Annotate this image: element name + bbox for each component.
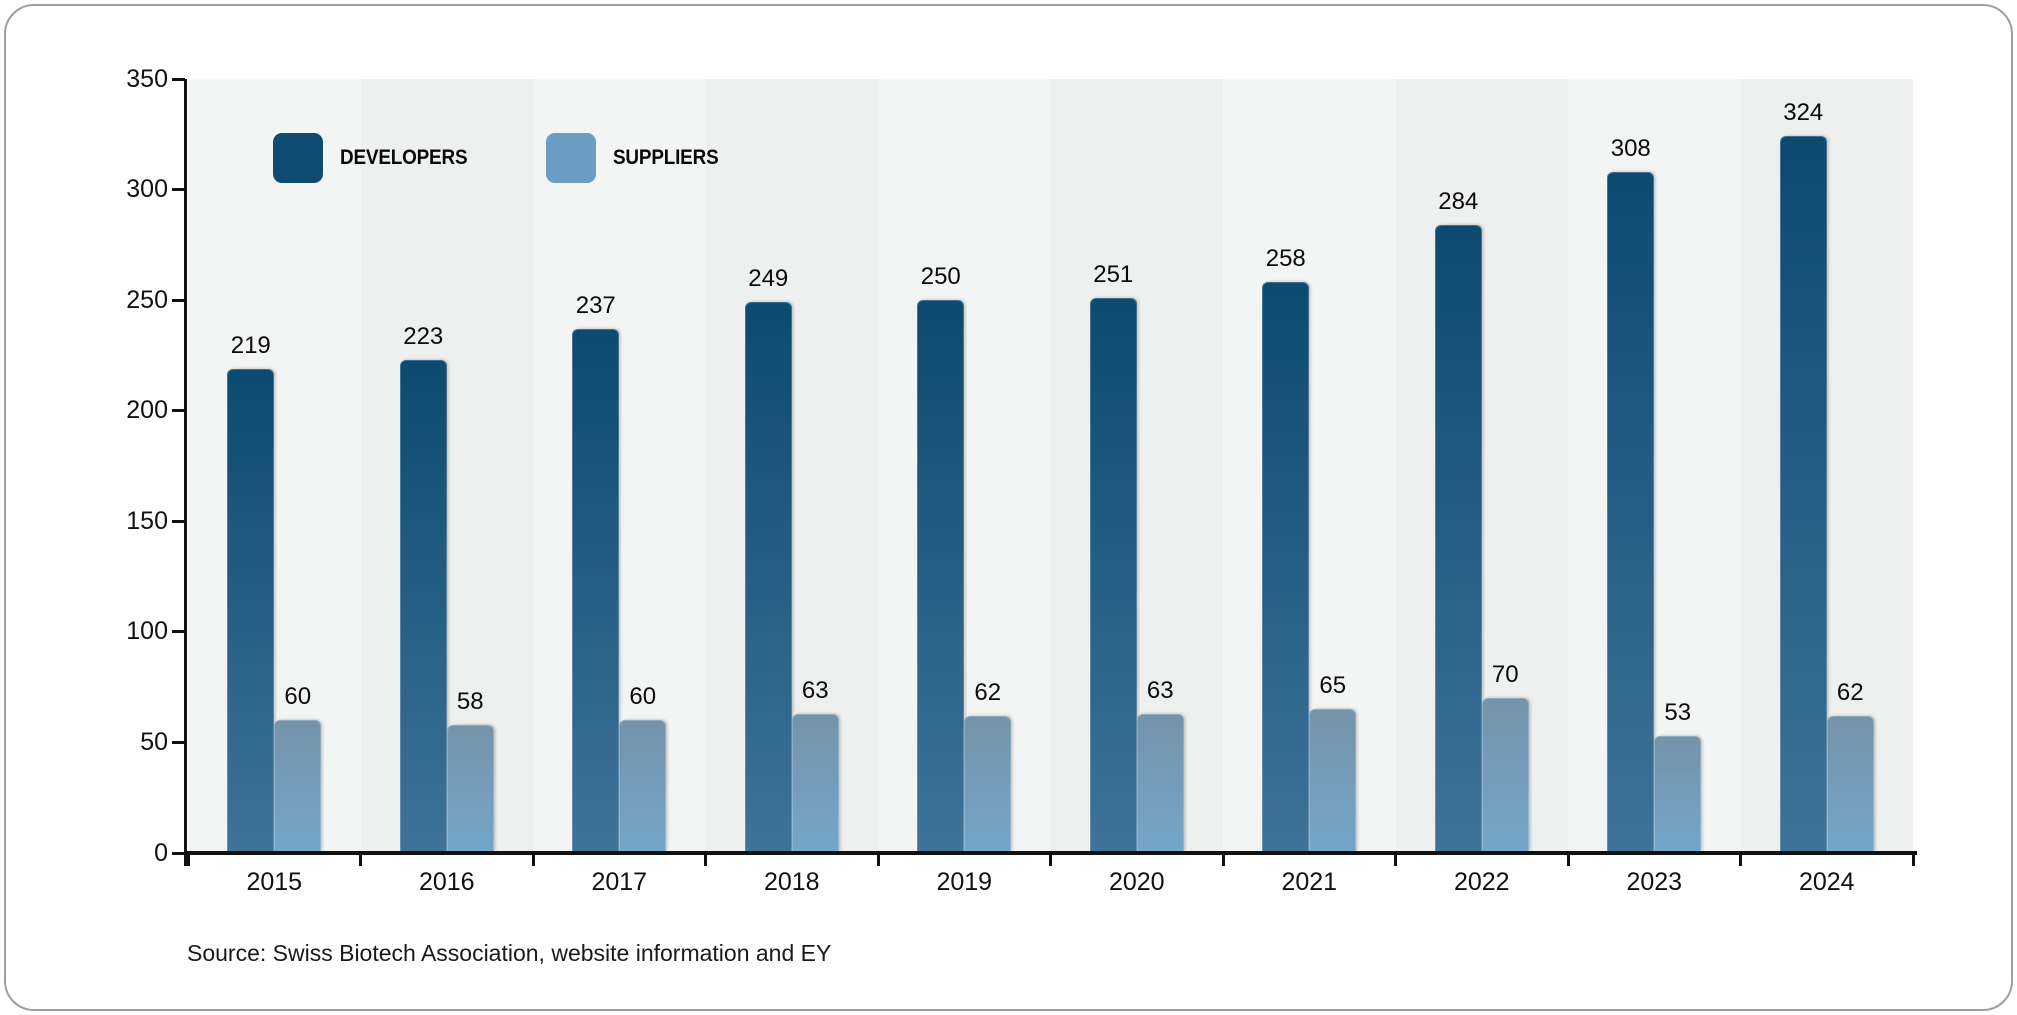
suppliers-bar[interactable] bbox=[619, 720, 667, 853]
developers-bar[interactable] bbox=[399, 359, 447, 853]
suppliers-value-label: 63 bbox=[801, 676, 829, 704]
y-axis-tick bbox=[172, 740, 185, 744]
developers-bar[interactable] bbox=[1089, 297, 1137, 853]
y-axis-tick bbox=[172, 298, 185, 302]
legend-label-developers: DEVELOPERS bbox=[340, 146, 468, 169]
developers-bar[interactable] bbox=[1262, 282, 1310, 853]
y-axis-tick-label: 50 bbox=[140, 727, 168, 756]
chart-legend: DEVELOPERS SUPPLIERS bbox=[273, 133, 730, 183]
suppliers-bar[interactable] bbox=[1826, 715, 1874, 853]
developers-bar[interactable] bbox=[227, 368, 275, 853]
suppliers-value-label: 62 bbox=[1836, 678, 1864, 706]
developers-bar[interactable] bbox=[1779, 136, 1827, 853]
developers-value-label: 284 bbox=[1438, 187, 1479, 215]
developers-value-label: 237 bbox=[575, 291, 616, 319]
suppliers-bar[interactable] bbox=[446, 724, 494, 853]
x-axis-tick bbox=[1394, 853, 1397, 866]
x-axis-tick bbox=[1049, 853, 1052, 866]
x-axis-category-label: 2018 bbox=[763, 868, 820, 896]
y-axis-tick bbox=[172, 409, 185, 413]
developers-value-label: 258 bbox=[1265, 245, 1306, 273]
suppliers-bar[interactable] bbox=[1654, 735, 1702, 853]
suppliers-bar[interactable] bbox=[1136, 713, 1184, 853]
x-axis-tick bbox=[186, 853, 190, 866]
y-axis-tick bbox=[172, 77, 185, 81]
x-axis-category-label: 2015 bbox=[246, 868, 303, 896]
developers-bar[interactable] bbox=[572, 328, 620, 853]
suppliers-value-label: 63 bbox=[1146, 676, 1174, 704]
plot-background-stripe bbox=[1568, 79, 1741, 853]
suppliers-bar[interactable] bbox=[274, 720, 322, 853]
x-axis-category-label: 2019 bbox=[936, 868, 993, 896]
y-axis-tick bbox=[172, 630, 185, 634]
source-note: Source: Swiss Biotech Association, websi… bbox=[187, 940, 832, 966]
x-axis-category-label: 2023 bbox=[1626, 868, 1683, 896]
x-axis-tick bbox=[1911, 853, 1915, 866]
developers-value-label: 308 bbox=[1610, 134, 1651, 162]
developers-value-label: 249 bbox=[748, 265, 789, 293]
developers-bar[interactable] bbox=[1434, 224, 1482, 853]
legend-label-suppliers: SUPPLIERS bbox=[612, 146, 719, 169]
x-axis-tick bbox=[704, 853, 707, 866]
developers-bar[interactable] bbox=[1607, 171, 1655, 853]
x-axis-tick bbox=[1739, 853, 1742, 866]
suppliers-bar[interactable] bbox=[791, 713, 839, 853]
suppliers-value-label: 62 bbox=[974, 678, 1002, 706]
y-axis-tick-label: 100 bbox=[126, 617, 168, 646]
x-axis-category-label: 2017 bbox=[591, 868, 648, 896]
y-axis-tick-label: 300 bbox=[126, 175, 168, 204]
developers-value-label: 223 bbox=[403, 322, 444, 350]
suppliers-swatch-icon bbox=[545, 133, 596, 183]
developers-value-label: 250 bbox=[920, 263, 961, 291]
developers-value-label: 219 bbox=[230, 331, 271, 359]
x-axis-tick bbox=[1566, 853, 1570, 866]
x-axis-category-label: 2024 bbox=[1798, 868, 1855, 896]
developers-value-label: 251 bbox=[1093, 260, 1134, 288]
y-axis-tick-label: 350 bbox=[126, 64, 168, 93]
y-axis-tick-label: 0 bbox=[154, 838, 168, 867]
y-axis-tick-label: 150 bbox=[126, 506, 168, 535]
x-axis-tick bbox=[1221, 853, 1225, 866]
suppliers-value-label: 60 bbox=[284, 683, 312, 711]
plot-background-stripe bbox=[360, 79, 533, 853]
y-axis-tick bbox=[172, 188, 185, 192]
y-axis-line bbox=[184, 79, 187, 866]
y-axis-tick-label: 250 bbox=[126, 285, 168, 314]
suppliers-bar[interactable] bbox=[1309, 709, 1357, 853]
x-axis-tick bbox=[876, 853, 880, 866]
suppliers-value-label: 70 bbox=[1491, 661, 1519, 689]
developers-swatch-icon bbox=[273, 133, 323, 183]
x-axis-category-label: 2021 bbox=[1281, 868, 1338, 896]
suppliers-value-label: 60 bbox=[629, 683, 657, 711]
y-axis-tick-label: 200 bbox=[126, 396, 168, 425]
suppliers-value-label: 53 bbox=[1664, 698, 1692, 726]
legend-item-suppliers[interactable]: SUPPLIERS bbox=[545, 133, 730, 183]
developers-bar[interactable] bbox=[744, 302, 792, 853]
x-axis-category-label: 2020 bbox=[1108, 868, 1165, 896]
x-axis-category-label: 2016 bbox=[418, 868, 475, 896]
x-axis-tick bbox=[359, 853, 362, 866]
legend-item-developers[interactable]: DEVELOPERS bbox=[273, 133, 482, 183]
suppliers-bar[interactable] bbox=[1481, 698, 1529, 853]
y-axis-tick bbox=[172, 851, 185, 855]
x-axis-category-label: 2022 bbox=[1453, 868, 1510, 896]
developers-bar[interactable] bbox=[917, 300, 965, 853]
y-axis-tick bbox=[172, 519, 185, 523]
plot-area bbox=[188, 79, 1913, 853]
suppliers-bar[interactable] bbox=[964, 715, 1012, 853]
suppliers-value-label: 58 bbox=[456, 687, 484, 715]
x-axis-tick bbox=[531, 853, 535, 866]
suppliers-value-label: 65 bbox=[1319, 672, 1347, 700]
developers-value-label: 324 bbox=[1783, 99, 1824, 127]
